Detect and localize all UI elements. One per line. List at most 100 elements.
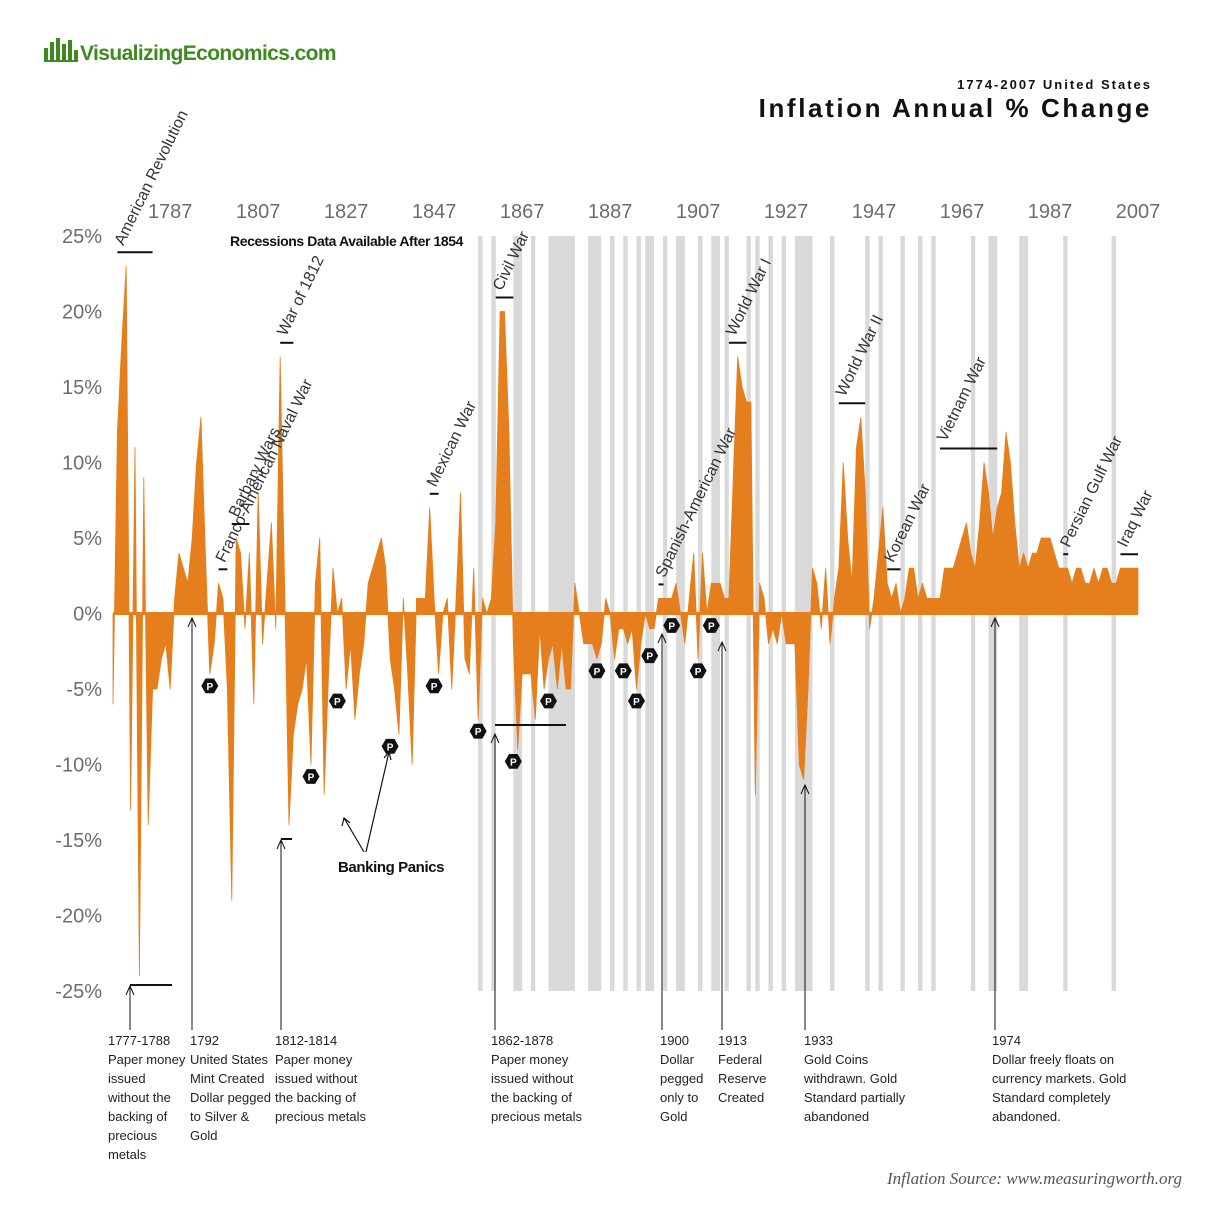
note-line: Gold: [660, 1109, 687, 1124]
note-title: 1862-1878: [491, 1033, 553, 1048]
panic-label: P: [308, 773, 315, 784]
note-line: abandoned.: [992, 1109, 1061, 1124]
note-line: issued without: [275, 1071, 358, 1086]
source: Inflation Source: www.measuringworth.org: [886, 1169, 1182, 1188]
note-line: the backing of: [491, 1090, 572, 1105]
note-line: Standard partially: [804, 1090, 906, 1105]
note-line: Dollar pegged: [190, 1090, 271, 1105]
note-line: Reserve: [718, 1071, 766, 1086]
logo-icon: [44, 38, 78, 62]
note-title: 1792: [190, 1033, 219, 1048]
plot: [112, 265, 1139, 977]
war-label: Korean War: [882, 481, 935, 565]
note-line: backing of: [108, 1109, 168, 1124]
panic-label: P: [633, 697, 640, 708]
panic-marker: [469, 723, 487, 739]
note-line: Mint Created: [190, 1071, 264, 1086]
panic-marker: [201, 678, 219, 694]
note-line: issued: [108, 1071, 146, 1086]
note-line: the backing of: [275, 1090, 356, 1105]
note-arrowhead: [717, 640, 727, 652]
panic-label: P: [206, 682, 213, 693]
x-tick-label: 1847: [412, 201, 457, 223]
note-title: 1974: [992, 1033, 1021, 1048]
panic-label: P: [334, 697, 341, 708]
panic-label: P: [708, 622, 715, 633]
x-tick-label: 1927: [764, 201, 809, 223]
panic-marker: [328, 693, 346, 709]
note-line: precious: [108, 1128, 158, 1143]
note-line: Dollar: [660, 1052, 695, 1067]
panic-marker: [381, 738, 399, 754]
panic-marker: [540, 693, 557, 709]
note-line: Federal: [718, 1052, 762, 1067]
war-label: Mexican War: [424, 398, 480, 489]
panic-marker: [689, 663, 707, 679]
y-tick-label: 25%: [62, 226, 102, 248]
note-line: United States: [190, 1052, 269, 1067]
panic-label: P: [695, 667, 702, 678]
panic-marker: [663, 618, 681, 633]
panic-label: P: [387, 742, 394, 753]
x-tick-label: 1827: [324, 201, 369, 223]
war-label: War of 1812: [274, 253, 327, 338]
note-line: Paper money: [491, 1052, 569, 1067]
panic-marker: [628, 693, 645, 709]
y-tick-label: -15%: [55, 830, 102, 852]
panic-marker: [702, 618, 720, 633]
note-title: 1777-1788: [108, 1033, 170, 1048]
y-tick-label: -25%: [55, 981, 102, 1003]
y-tick-label: -5%: [66, 679, 102, 701]
x-tick-label: 2007: [1116, 201, 1161, 223]
x-tick-label: 1887: [588, 201, 633, 223]
panic-label: P: [668, 622, 675, 633]
note-line: metals: [108, 1147, 147, 1162]
x-tick-label: 1807: [236, 201, 281, 223]
note-line: to Silver &: [190, 1109, 250, 1124]
note-line: Created: [718, 1090, 764, 1105]
note-arrowhead: [187, 616, 197, 628]
note-line: Standard completely: [992, 1090, 1111, 1105]
panic-marker: [588, 663, 606, 679]
note-line: precious metals: [275, 1109, 367, 1124]
y-tick-label: 20%: [62, 302, 102, 324]
note-line: Paper money: [275, 1052, 353, 1067]
y-tick-label: 5%: [73, 528, 102, 550]
note-arrowhead: [990, 616, 1000, 628]
y-tick-label: 0%: [73, 604, 102, 626]
panic-marker: [302, 769, 320, 784]
panic-marker: [504, 754, 522, 769]
panic-label: P: [431, 682, 438, 693]
note-line: Paper money: [108, 1052, 186, 1067]
y-tick-label: 15%: [62, 377, 102, 399]
recession-note: Recessions Data Available After 1854: [230, 233, 464, 249]
note-line: only to: [660, 1090, 698, 1105]
logo-text: VisualizingEconomics.com: [80, 42, 336, 65]
note-line: withdrawn. Gold: [803, 1071, 897, 1086]
panic-marker: [425, 678, 443, 694]
note-line: Gold Coins: [804, 1052, 869, 1067]
panic-label: P: [594, 667, 601, 678]
war-label: American Revolution: [112, 108, 192, 248]
note-arrowhead: [800, 783, 810, 795]
chart-subtitle: 1774-2007 United States: [957, 77, 1152, 92]
x-tick-label: 1907: [676, 201, 721, 223]
note-line: without the: [107, 1090, 171, 1105]
x-tick-label: 1967: [940, 201, 985, 223]
note-arrowhead: [657, 632, 667, 644]
note-line: Gold: [190, 1128, 217, 1143]
panic-label: P: [510, 757, 517, 768]
note-line: abandoned: [804, 1109, 869, 1124]
panic-label: P: [646, 652, 653, 663]
note-arrowhead: [490, 732, 500, 744]
panics-annotation: Banking Panics: [338, 859, 444, 876]
note-line: currency markets. Gold: [992, 1071, 1126, 1086]
panic-marker: [614, 663, 632, 679]
y-tick-label: -10%: [55, 755, 102, 777]
note-title: 1913: [718, 1033, 747, 1048]
y-tick-label: -20%: [55, 906, 102, 928]
panic-arrows: [341, 750, 392, 853]
chart-title: Inflation Annual % Change: [759, 93, 1152, 123]
note-line: issued without: [491, 1071, 574, 1086]
